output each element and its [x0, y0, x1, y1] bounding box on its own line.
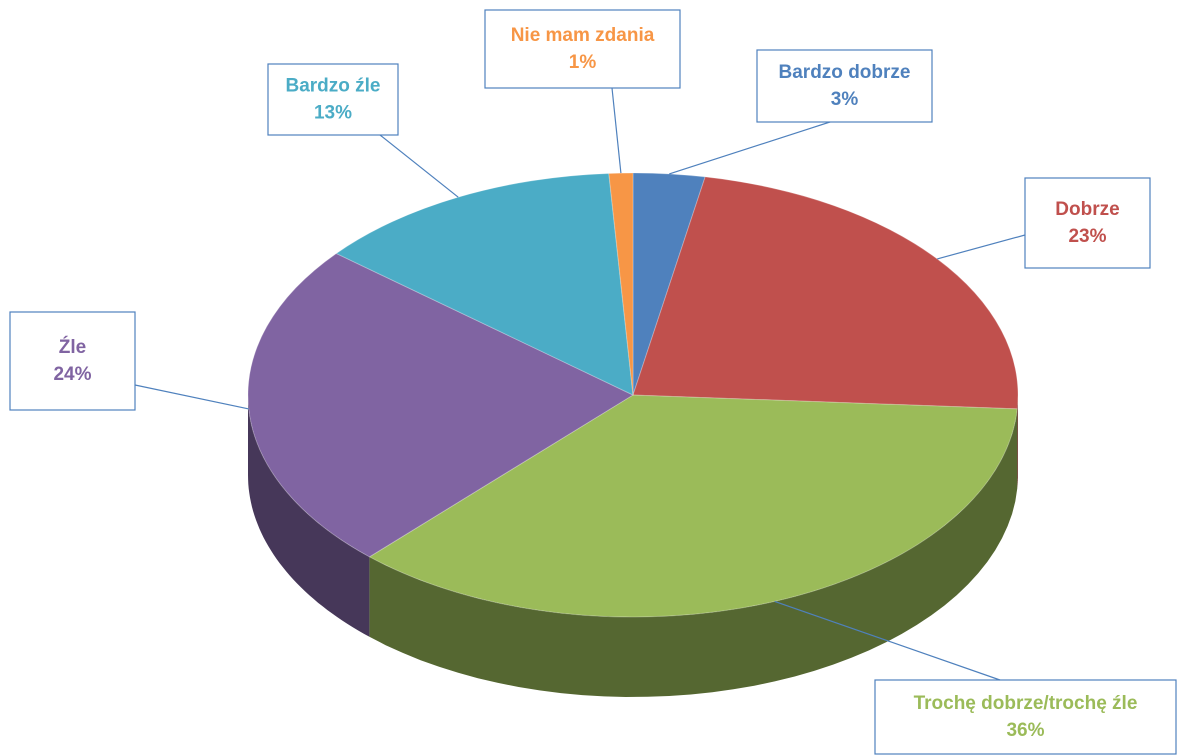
callout-line [134, 384, 249, 410]
label-box [484, 9, 681, 89]
label-name: Bardzo dobrze [779, 62, 911, 83]
label-name: Trochę dobrze/trochę źle [914, 693, 1138, 714]
pie-tops [247, 172, 1019, 618]
pie-sides [248, 395, 1018, 697]
label-box [756, 49, 933, 123]
callout-line [937, 234, 1026, 260]
label-box [874, 679, 1177, 755]
label-value: 13% [314, 103, 352, 124]
pie-side [1017, 395, 1018, 489]
label-name: Źle [59, 336, 86, 358]
label-name: Nie mam zdania [511, 25, 655, 46]
pie-slice [632, 172, 706, 396]
label-value: 24% [53, 364, 91, 385]
pie-slice [368, 394, 1018, 618]
callout-line [611, 87, 622, 174]
label-box [267, 63, 399, 136]
callout-line [669, 121, 831, 175]
pie-slice [632, 176, 1019, 410]
labels: Bardzo dobrze 3% Dobrze 23% Trochę dobrze/tr… [9, 9, 1177, 755]
label-value: 3% [831, 89, 859, 110]
label-name: Bardzo źle [285, 76, 380, 97]
label-value: 23% [1068, 226, 1106, 247]
label-value: 1% [569, 52, 597, 73]
callout-line [379, 134, 459, 198]
pie-side [369, 408, 1018, 697]
pie-side [248, 395, 370, 637]
callout-line [774, 600, 1001, 681]
label-box [1024, 177, 1151, 269]
label-name: Dobrze [1055, 199, 1119, 220]
label-box [9, 311, 136, 411]
label-value: 36% [1006, 720, 1044, 741]
